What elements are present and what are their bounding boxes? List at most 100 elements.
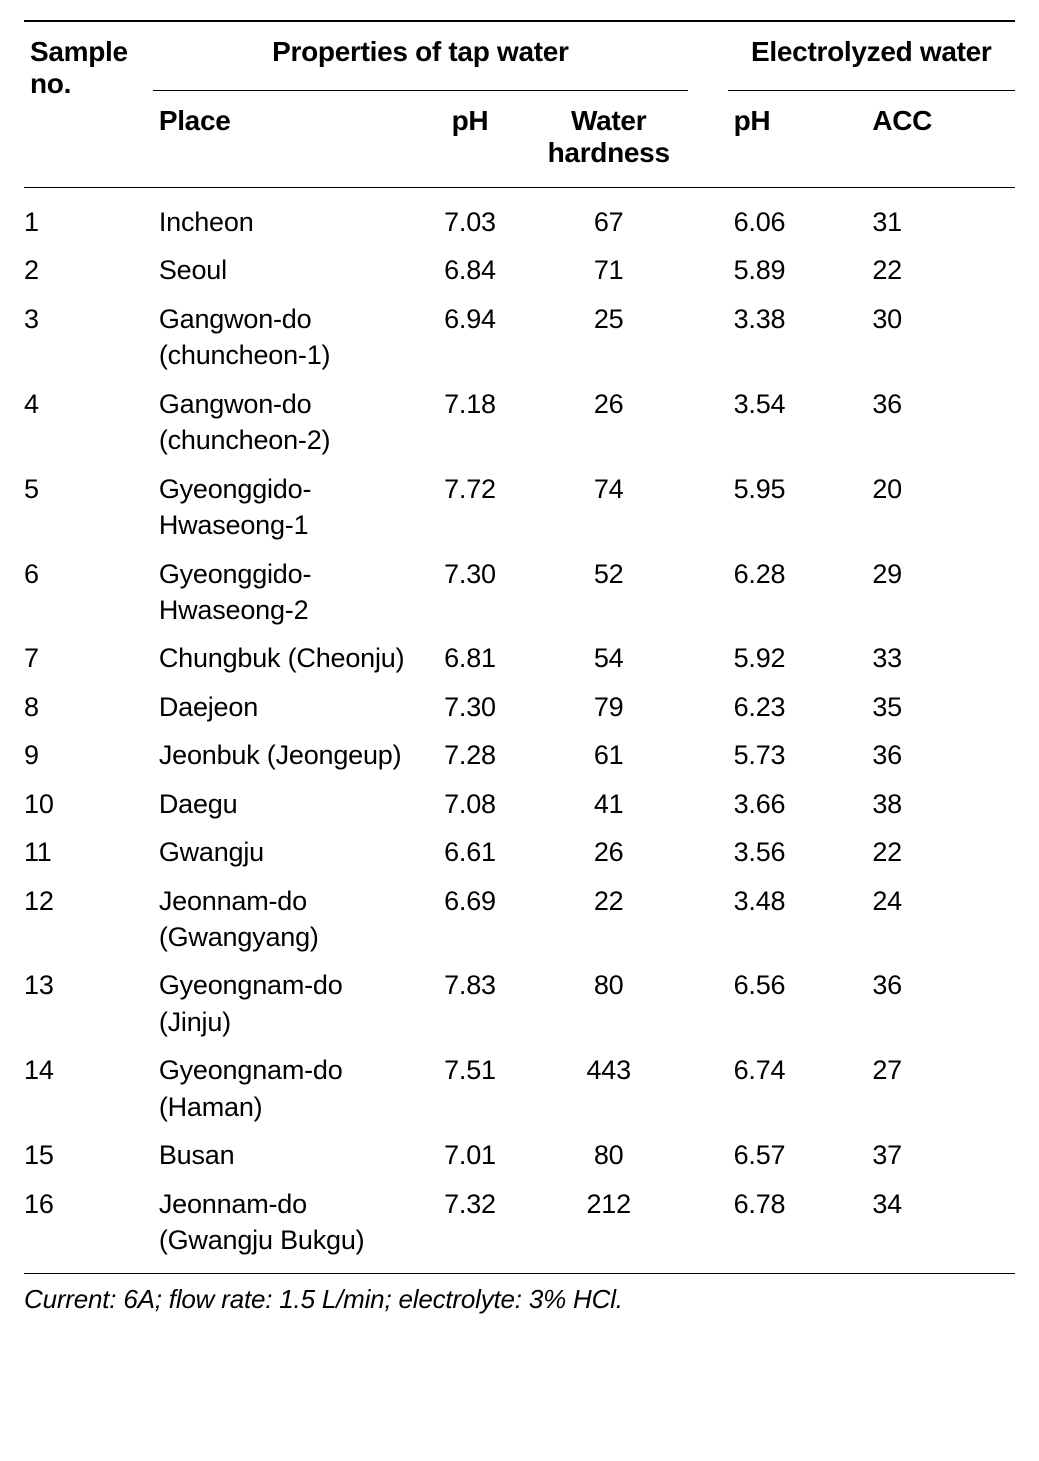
header-water-hardness: Water hardness <box>529 91 688 188</box>
cell-ph-elec: 5.73 <box>728 731 867 779</box>
cell-hardness: 26 <box>529 380 688 465</box>
cell-spacer <box>688 961 728 1046</box>
cell-place: Gyeonggido-Hwaseong-2 <box>153 550 411 635</box>
cell-sample-no: 4 <box>24 380 153 465</box>
cell-hardness: 80 <box>529 961 688 1046</box>
cell-acc: 24 <box>866 877 1015 962</box>
table-header: Sample no. Properties of tap water Elect… <box>24 21 1015 188</box>
cell-acc: 36 <box>866 380 1015 465</box>
table-row: 16Jeonnam-do (Gwangju Bukgu)7.322126.783… <box>24 1180 1015 1273</box>
cell-sample-no: 12 <box>24 877 153 962</box>
cell-ph-elec: 6.57 <box>728 1131 867 1179</box>
table-row: 2Seoul6.8471 5.8922 <box>24 246 1015 294</box>
cell-sample-no: 2 <box>24 246 153 294</box>
cell-ph-elec: 5.95 <box>728 465 867 550</box>
cell-place: Gwangju <box>153 828 411 876</box>
cell-ph-tap: 7.83 <box>411 961 530 1046</box>
cell-ph-tap: 7.01 <box>411 1131 530 1179</box>
cell-acc: 22 <box>866 246 1015 294</box>
cell-sample-no: 7 <box>24 634 153 682</box>
table-row: 4Gangwon-do (chuncheon-2)7.18263.5436 <box>24 380 1015 465</box>
table-row: 6Gyeonggido-Hwaseong-27.3052 6.2829 <box>24 550 1015 635</box>
cell-sample-no: 13 <box>24 961 153 1046</box>
cell-ph-elec: 6.23 <box>728 683 867 731</box>
cell-place: Daejeon <box>153 683 411 731</box>
cell-place: Seoul <box>153 246 411 294</box>
cell-hardness: 212 <box>529 1180 688 1273</box>
cell-spacer <box>688 731 728 779</box>
cell-ph-tap: 7.51 <box>411 1046 530 1131</box>
cell-spacer <box>688 780 728 828</box>
cell-sample-no: 6 <box>24 550 153 635</box>
cell-spacer <box>688 295 728 380</box>
table-body: 1Incheon7.03676.06312Seoul6.84715.89223G… <box>24 188 1015 1274</box>
cell-hardness: 52 <box>529 550 688 635</box>
cell-ph-elec: 5.89 <box>728 246 867 294</box>
cell-ph-elec: 6.78 <box>728 1180 867 1273</box>
cell-hardness: 54 <box>529 634 688 682</box>
cell-acc: 22 <box>866 828 1015 876</box>
table-footnote: Current: 6A; flow rate: 1.5 L/min; elect… <box>24 1274 1015 1315</box>
cell-acc: 38 <box>866 780 1015 828</box>
cell-acc: 29 <box>866 550 1015 635</box>
header-spacer2 <box>688 91 728 188</box>
cell-acc: 37 <box>866 1131 1015 1179</box>
table-row: 15Busan7.01806.5737 <box>24 1131 1015 1179</box>
header-sample-no: Sample no. <box>24 21 153 188</box>
cell-spacer <box>688 188 728 247</box>
cell-spacer <box>688 1131 728 1179</box>
cell-spacer <box>688 877 728 962</box>
cell-ph-tap: 7.08 <box>411 780 530 828</box>
cell-ph-tap: 7.03 <box>411 188 530 247</box>
cell-hardness: 61 <box>529 731 688 779</box>
cell-spacer <box>688 828 728 876</box>
table-row: 10Daegu7.08413.6638 <box>24 780 1015 828</box>
cell-spacer <box>688 550 728 635</box>
cell-place: Daegu <box>153 780 411 828</box>
cell-hardness: 71 <box>529 246 688 294</box>
table-row: 12Jeonnam-do (Gwangyang)6.69223.4824 <box>24 877 1015 962</box>
table-row: 14Gyeongnam-do (Haman)7.514436.7427 <box>24 1046 1015 1131</box>
cell-ph-elec: 6.06 <box>728 188 867 247</box>
header-tap-water-group: Properties of tap water <box>153 21 688 91</box>
table-row: 9Jeonbuk (Jeongeup)7.28615.7336 <box>24 731 1015 779</box>
header-spacer <box>688 21 728 91</box>
cell-ph-tap: 6.81 <box>411 634 530 682</box>
cell-place: Gyeonggido-Hwaseong-1 <box>153 465 411 550</box>
cell-acc: 35 <box>866 683 1015 731</box>
cell-sample-no: 8 <box>24 683 153 731</box>
cell-spacer <box>688 1180 728 1273</box>
header-row-columns: Place pH Water hardness pH ACC <box>24 91 1015 188</box>
cell-place: Jeonnam-do (Gwangyang) <box>153 877 411 962</box>
water-properties-table: Sample no. Properties of tap water Elect… <box>24 20 1015 1315</box>
cell-sample-no: 5 <box>24 465 153 550</box>
header-place: Place <box>153 91 411 188</box>
cell-acc: 30 <box>866 295 1015 380</box>
cell-hardness: 41 <box>529 780 688 828</box>
table-row: 3Gangwon-do (chuncheon-1)6.94253.3830 <box>24 295 1015 380</box>
data-table: Sample no. Properties of tap water Elect… <box>24 20 1015 1274</box>
cell-ph-elec: 6.28 <box>728 550 867 635</box>
cell-place: Gangwon-do (chuncheon-1) <box>153 295 411 380</box>
table-row: 13Gyeongnam-do (Jinju)7.83806.5636 <box>24 961 1015 1046</box>
cell-sample-no: 11 <box>24 828 153 876</box>
cell-place: Chungbuk (Cheonju) <box>153 634 411 682</box>
cell-ph-tap: 6.61 <box>411 828 530 876</box>
cell-ph-tap: 7.30 <box>411 550 530 635</box>
table-row: 5Gyeonggido-Hwaseong-17.72745.9520 <box>24 465 1015 550</box>
cell-ph-elec: 3.38 <box>728 295 867 380</box>
cell-ph-elec: 5.92 <box>728 634 867 682</box>
cell-sample-no: 10 <box>24 780 153 828</box>
cell-ph-tap: 7.30 <box>411 683 530 731</box>
cell-hardness: 443 <box>529 1046 688 1131</box>
cell-acc: 31 <box>866 188 1015 247</box>
cell-ph-tap: 6.69 <box>411 877 530 962</box>
cell-spacer <box>688 465 728 550</box>
cell-ph-tap: 7.28 <box>411 731 530 779</box>
cell-place: Jeonnam-do (Gwangju Bukgu) <box>153 1180 411 1273</box>
header-electrolyzed-group: Electrolyzed water <box>728 21 1015 91</box>
cell-acc: 36 <box>866 961 1015 1046</box>
cell-spacer <box>688 634 728 682</box>
cell-ph-tap: 6.84 <box>411 246 530 294</box>
cell-ph-elec: 6.56 <box>728 961 867 1046</box>
